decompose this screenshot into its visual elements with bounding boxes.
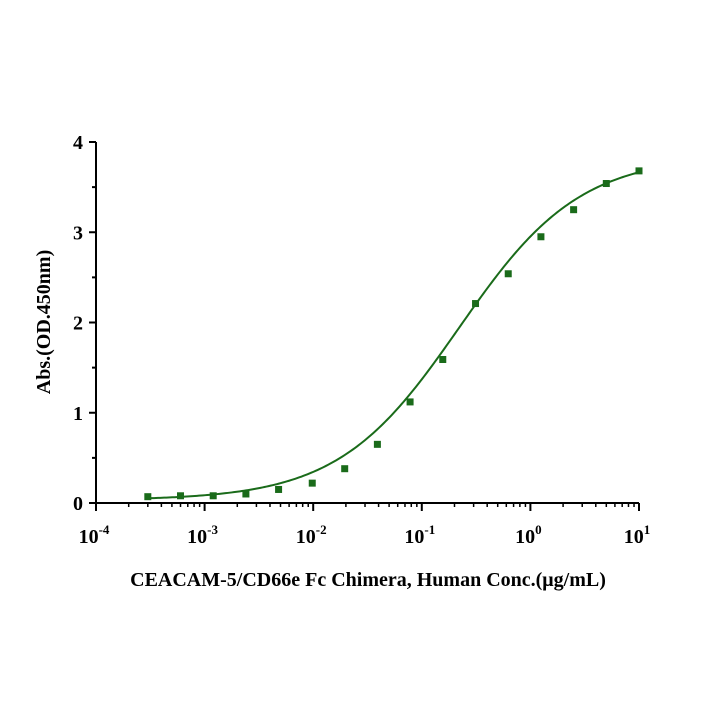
fit-curve xyxy=(147,171,640,500)
x-tick-label: 10-1 xyxy=(404,522,435,548)
data-point xyxy=(439,356,447,364)
y-axis-title: Abs.(OD.450nm) xyxy=(33,250,55,394)
data-point xyxy=(341,465,349,473)
x-axis: 10-4 10-3 10-2 10-1 100 101 xyxy=(79,502,651,548)
x-tick-label: 10-2 xyxy=(296,522,327,548)
data-point xyxy=(242,490,250,498)
data-point xyxy=(177,492,185,500)
data-point xyxy=(373,440,381,448)
x-ticks: 10-4 10-3 10-2 10-1 100 101 xyxy=(79,503,651,548)
data-point xyxy=(144,493,152,501)
y-tick-label: 3 xyxy=(73,222,83,244)
y-tick-label: 0 xyxy=(73,493,83,515)
x-tick-label: 10-3 xyxy=(187,522,218,548)
x-tick-label: 10-4 xyxy=(79,522,110,548)
y-ticks: 0 1 2 3 4 xyxy=(73,132,96,515)
data-point xyxy=(602,180,610,188)
y-tick-label: 4 xyxy=(73,132,83,154)
data-point xyxy=(570,206,578,214)
data-point xyxy=(308,479,316,487)
data-point xyxy=(209,492,217,500)
data-points xyxy=(144,167,643,501)
data-point xyxy=(537,233,545,241)
y-tick-label: 2 xyxy=(73,313,83,335)
y-axis: 0 1 2 3 4 xyxy=(73,132,97,515)
data-point xyxy=(406,398,414,406)
data-point xyxy=(635,167,643,175)
x-axis-title: CEACAM-5/CD66e Fc Chimera, Human Conc.(μ… xyxy=(130,569,606,591)
data-point xyxy=(504,270,512,278)
x-tick-label: 100 xyxy=(515,522,542,548)
data-point xyxy=(275,485,283,493)
y-tick-label: 1 xyxy=(73,403,83,425)
x-tick-label: 101 xyxy=(624,522,651,548)
data-point xyxy=(472,300,480,308)
